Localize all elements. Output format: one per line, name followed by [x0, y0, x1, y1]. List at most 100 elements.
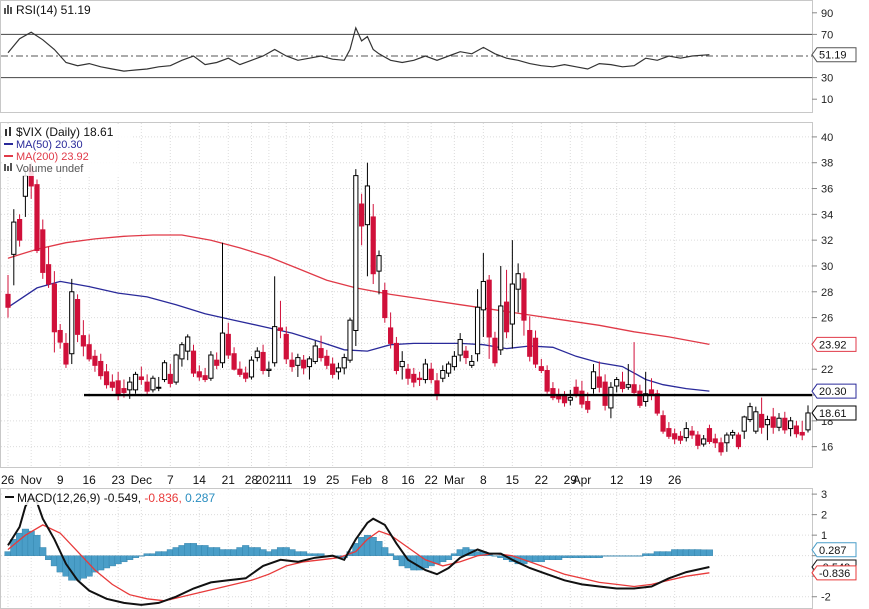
price-tag-box [811, 47, 857, 63]
candle-body [359, 203, 365, 227]
y-tick-label: 10 [821, 94, 833, 106]
candle-body [86, 344, 92, 360]
macd-histogram-bar [705, 549, 713, 556]
candle [225, 322, 231, 359]
macd-title-group: MACD(12,26,9) -0.549, -0.836, 0.287 [2, 490, 292, 505]
candle [637, 384, 643, 408]
candle-body [237, 368, 243, 375]
rsi-grid [1, 33, 812, 79]
candle [735, 432, 742, 450]
candle-body [619, 381, 626, 390]
candle [498, 265, 504, 356]
candle-body [34, 184, 40, 251]
candle [98, 353, 104, 380]
candle-body [428, 368, 434, 381]
candle-body [382, 289, 388, 319]
candle-body [521, 278, 527, 321]
candle-body [156, 386, 162, 389]
candle [405, 364, 411, 385]
macd-histogram-bar [445, 555, 453, 560]
candle [660, 410, 666, 434]
candle [701, 435, 707, 447]
candle-body [167, 373, 173, 384]
candle-body [109, 381, 115, 388]
legend-swatch [10, 163, 12, 171]
price-tag-label: 20.30 [819, 386, 847, 398]
candle-body [16, 219, 23, 241]
candle [202, 367, 208, 383]
candle-body [660, 415, 666, 432]
y-tick-label: 36 [821, 184, 833, 196]
candle [237, 361, 243, 377]
candle-body [631, 384, 637, 393]
candle [486, 274, 492, 359]
candle-body [121, 388, 127, 393]
candle [416, 371, 423, 386]
candle-body [248, 359, 255, 378]
candle [359, 193, 365, 246]
candle-body [185, 336, 191, 352]
x-tick-label: 22 [425, 473, 439, 487]
candle [353, 169, 359, 346]
y-tick-label: 28 [821, 287, 833, 299]
candle-body [138, 376, 144, 381]
candle-body [596, 376, 602, 388]
candle-body [225, 333, 231, 356]
price-panel-frame [0, 122, 813, 468]
candle-body [330, 363, 336, 375]
candle [370, 204, 376, 285]
y-tick-label: 1 [821, 530, 827, 542]
x-tick-label: Apr [573, 473, 592, 487]
x-tick-label: 8 [381, 473, 388, 487]
candle [86, 334, 92, 362]
candle [457, 333, 463, 362]
candle [69, 278, 75, 365]
candle [306, 356, 313, 380]
candle [480, 253, 486, 337]
rsi-line [7, 26, 710, 72]
candle-body [254, 350, 260, 359]
y-tick-label: 2 [821, 510, 827, 522]
candle [318, 335, 324, 362]
candle [341, 353, 347, 375]
candle [550, 382, 556, 401]
candle-body [51, 283, 57, 333]
candle [411, 367, 417, 388]
y-tick-label: 32 [821, 235, 833, 247]
price-tag-label: 0.287 [819, 545, 847, 557]
candle [724, 432, 730, 452]
candle-body [92, 355, 98, 366]
candle [109, 374, 115, 392]
candle-body [764, 419, 771, 426]
candle-body [480, 280, 486, 311]
y-tick-label: 3 [821, 489, 827, 501]
candle [248, 356, 255, 380]
candle [521, 272, 527, 336]
x-tick-label: 16 [82, 473, 96, 487]
macd-histogram [4, 528, 713, 581]
x-tick-label: 26 [1, 473, 15, 487]
candle-body [602, 381, 608, 406]
macd-histogram-bar [132, 555, 140, 558]
candle-body [759, 413, 765, 428]
candle [706, 424, 713, 445]
candle-body [788, 420, 794, 430]
x-tick-label: Mar [444, 473, 465, 487]
macd-histogram-bar [33, 534, 41, 556]
candle [272, 276, 278, 367]
y-tick-label: 26 [821, 313, 833, 325]
candle-body [324, 355, 330, 366]
candle [40, 219, 46, 279]
legend-item: MA(50) 20.30 [4, 139, 83, 151]
x-tick-label: 25 [326, 473, 340, 487]
macd-title-bg [2, 490, 292, 505]
price-tag-label: 18.61 [819, 408, 847, 420]
candle [138, 366, 144, 385]
candle-body [515, 273, 521, 290]
candle [219, 242, 226, 368]
candle [683, 422, 689, 442]
legend-swatch [4, 164, 6, 171]
candle-body [666, 428, 672, 437]
